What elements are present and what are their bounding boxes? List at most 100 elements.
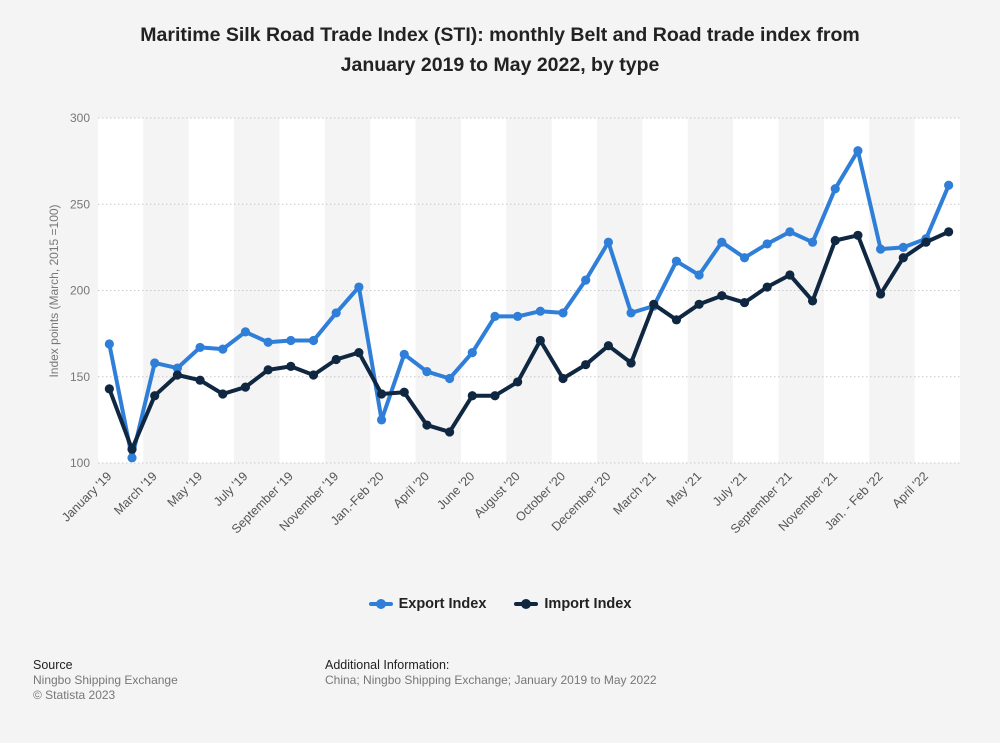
- data-point-import-index: [104, 384, 114, 394]
- x-tick-label: January '19: [59, 469, 114, 524]
- x-tick-label: April '20: [390, 469, 432, 511]
- data-point-export-index: [331, 308, 341, 318]
- legend-item-export[interactable]: Export Index: [368, 596, 487, 612]
- additional-info-heading: Additional Information:: [325, 658, 450, 672]
- data-point-export-index: [195, 342, 205, 353]
- chart-title-line-2: January 2019 to May 2022, by type: [340, 54, 660, 76]
- data-point-import-index: [853, 230, 863, 240]
- data-point-import-index: [376, 389, 387, 399]
- source-heading: Source: [33, 658, 73, 672]
- series-layer: [104, 146, 954, 463]
- column-band: [642, 118, 688, 463]
- y-tick-label: 300: [70, 111, 90, 125]
- y-tick-label: 250: [70, 197, 90, 211]
- data-point-import-index: [172, 370, 182, 380]
- data-point-import-index: [603, 341, 613, 351]
- data-point-export-index: [150, 358, 160, 368]
- data-point-import-index: [717, 291, 727, 301]
- data-point-import-index: [626, 358, 636, 368]
- data-point-import-index: [558, 373, 568, 384]
- data-point-export-index: [104, 339, 114, 349]
- data-point-export-index: [717, 237, 727, 247]
- x-tick-label: May '21: [664, 469, 705, 510]
- data-point-import-index: [739, 297, 750, 308]
- data-point-export-index: [944, 180, 954, 190]
- data-point-export-index: [626, 308, 636, 318]
- data-point-import-index: [354, 348, 364, 358]
- column-band: [597, 118, 643, 463]
- data-point-import-index: [240, 382, 251, 392]
- data-point-export-index: [286, 335, 296, 346]
- line-chart: 100 150 200 250 300 Index points (March, 201…: [47, 111, 960, 536]
- data-point-export-index: [558, 308, 568, 318]
- data-point-export-index: [467, 348, 477, 358]
- data-point-import-index: [581, 360, 591, 370]
- data-point-export-index: [830, 184, 840, 194]
- column-band: [506, 118, 552, 463]
- data-point-export-index: [308, 335, 319, 346]
- data-point-import-index: [898, 253, 908, 263]
- y-axis-ticks: 100 150 200 250 300: [70, 111, 90, 470]
- legend-export-marker: [368, 598, 393, 610]
- data-point-import-index: [399, 387, 409, 397]
- data-point-import-index: [218, 389, 228, 399]
- data-point-export-index: [694, 270, 704, 280]
- data-point-export-index: [535, 306, 545, 316]
- legend-export-label: Export Index: [398, 596, 487, 612]
- data-point-export-index: [376, 415, 387, 425]
- data-point-import-index: [195, 375, 205, 385]
- data-point-import-index: [467, 391, 477, 401]
- column-band: [914, 118, 960, 463]
- data-point-export-index: [739, 253, 750, 263]
- data-point-export-index: [876, 244, 886, 254]
- data-point-export-index: [422, 366, 432, 377]
- data-point-export-index: [785, 227, 795, 237]
- data-point-export-index: [445, 373, 455, 384]
- x-tick-label: July '19: [211, 469, 251, 509]
- source-name: Ningbo Shipping Exchange: [33, 673, 178, 687]
- series-import-index: [104, 227, 954, 454]
- legend-import-label: Import Index: [544, 596, 632, 612]
- y-axis-label: Index points (March, 2015 =100): [47, 204, 61, 377]
- legend-item-import[interactable]: Import Index: [514, 596, 631, 612]
- data-point-export-index: [807, 237, 818, 247]
- data-point-import-index: [649, 299, 659, 309]
- x-tick-label: July '21: [710, 469, 750, 509]
- data-point-export-index: [240, 327, 251, 337]
- column-band: [370, 118, 416, 463]
- data-point-import-index: [671, 315, 682, 325]
- data-point-import-index: [694, 299, 704, 309]
- legend-import-marker: [514, 598, 539, 610]
- data-point-import-index: [785, 270, 795, 280]
- data-point-import-index: [513, 377, 523, 387]
- data-point-import-index: [921, 237, 931, 247]
- data-point-export-index: [671, 256, 682, 266]
- data-point-export-index: [762, 239, 772, 249]
- data-point-import-index: [331, 354, 341, 365]
- data-point-import-index: [422, 420, 432, 430]
- data-point-export-index: [218, 344, 228, 354]
- data-point-export-index: [490, 311, 500, 321]
- y-tick-label: 100: [70, 456, 90, 470]
- data-point-export-index: [399, 349, 409, 359]
- column-band: [733, 118, 779, 463]
- column-band: [460, 118, 507, 463]
- data-point-export-index: [263, 337, 273, 347]
- additional-info-block: Additional Information: China; Ningbo Sh…: [325, 658, 657, 688]
- data-point-import-index: [762, 282, 772, 292]
- data-point-export-index: [354, 282, 364, 292]
- data-point-import-index: [807, 296, 818, 306]
- chart-title: Maritime Silk Road Trade Index (STI): mo…: [80, 20, 920, 80]
- data-point-import-index: [535, 335, 545, 346]
- column-band: [869, 118, 915, 463]
- column-band: [234, 118, 280, 463]
- data-point-import-index: [944, 227, 954, 237]
- source-block: Source Ningbo Shipping Exchange © Statis…: [33, 658, 178, 703]
- data-point-export-index: [172, 363, 182, 373]
- data-point-import-index: [308, 370, 319, 380]
- chart-title-line-1: Maritime Silk Road Trade Index (STI): mo…: [140, 24, 860, 46]
- data-point-import-index: [263, 365, 273, 375]
- data-point-import-index: [445, 427, 455, 437]
- data-point-import-index: [490, 391, 500, 401]
